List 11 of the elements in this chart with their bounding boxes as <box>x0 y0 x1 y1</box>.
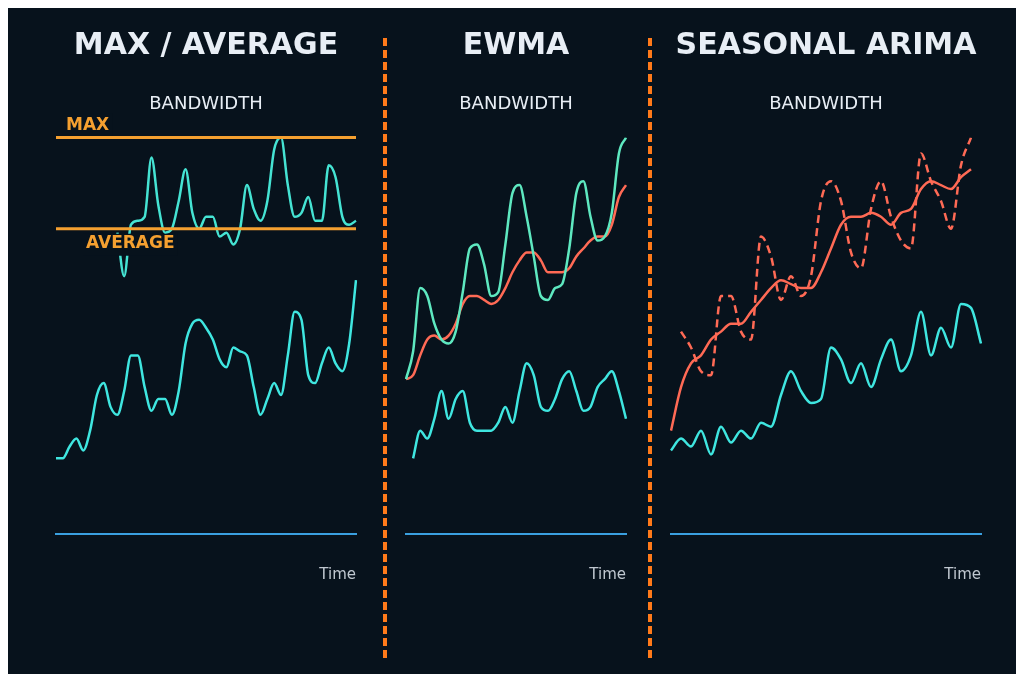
chart-subtitle: BANDWIDTH <box>459 92 573 114</box>
chart-subtitle: BANDWIDTH <box>769 92 883 114</box>
ref-line-label: MAX <box>66 113 110 134</box>
chart-title: SEASONAL ARIMA <box>675 25 978 61</box>
chart-title: MAX / AVERAGE <box>73 25 339 61</box>
chart-title: EWMA <box>462 25 571 61</box>
ref-line-label: AVERAGE <box>86 231 175 252</box>
x-axis-title: Time <box>588 564 626 583</box>
x-axis-title: Time <box>943 564 981 583</box>
x-axis-title: Time <box>318 564 356 583</box>
chart-subtitle: BANDWIDTH <box>149 92 263 114</box>
